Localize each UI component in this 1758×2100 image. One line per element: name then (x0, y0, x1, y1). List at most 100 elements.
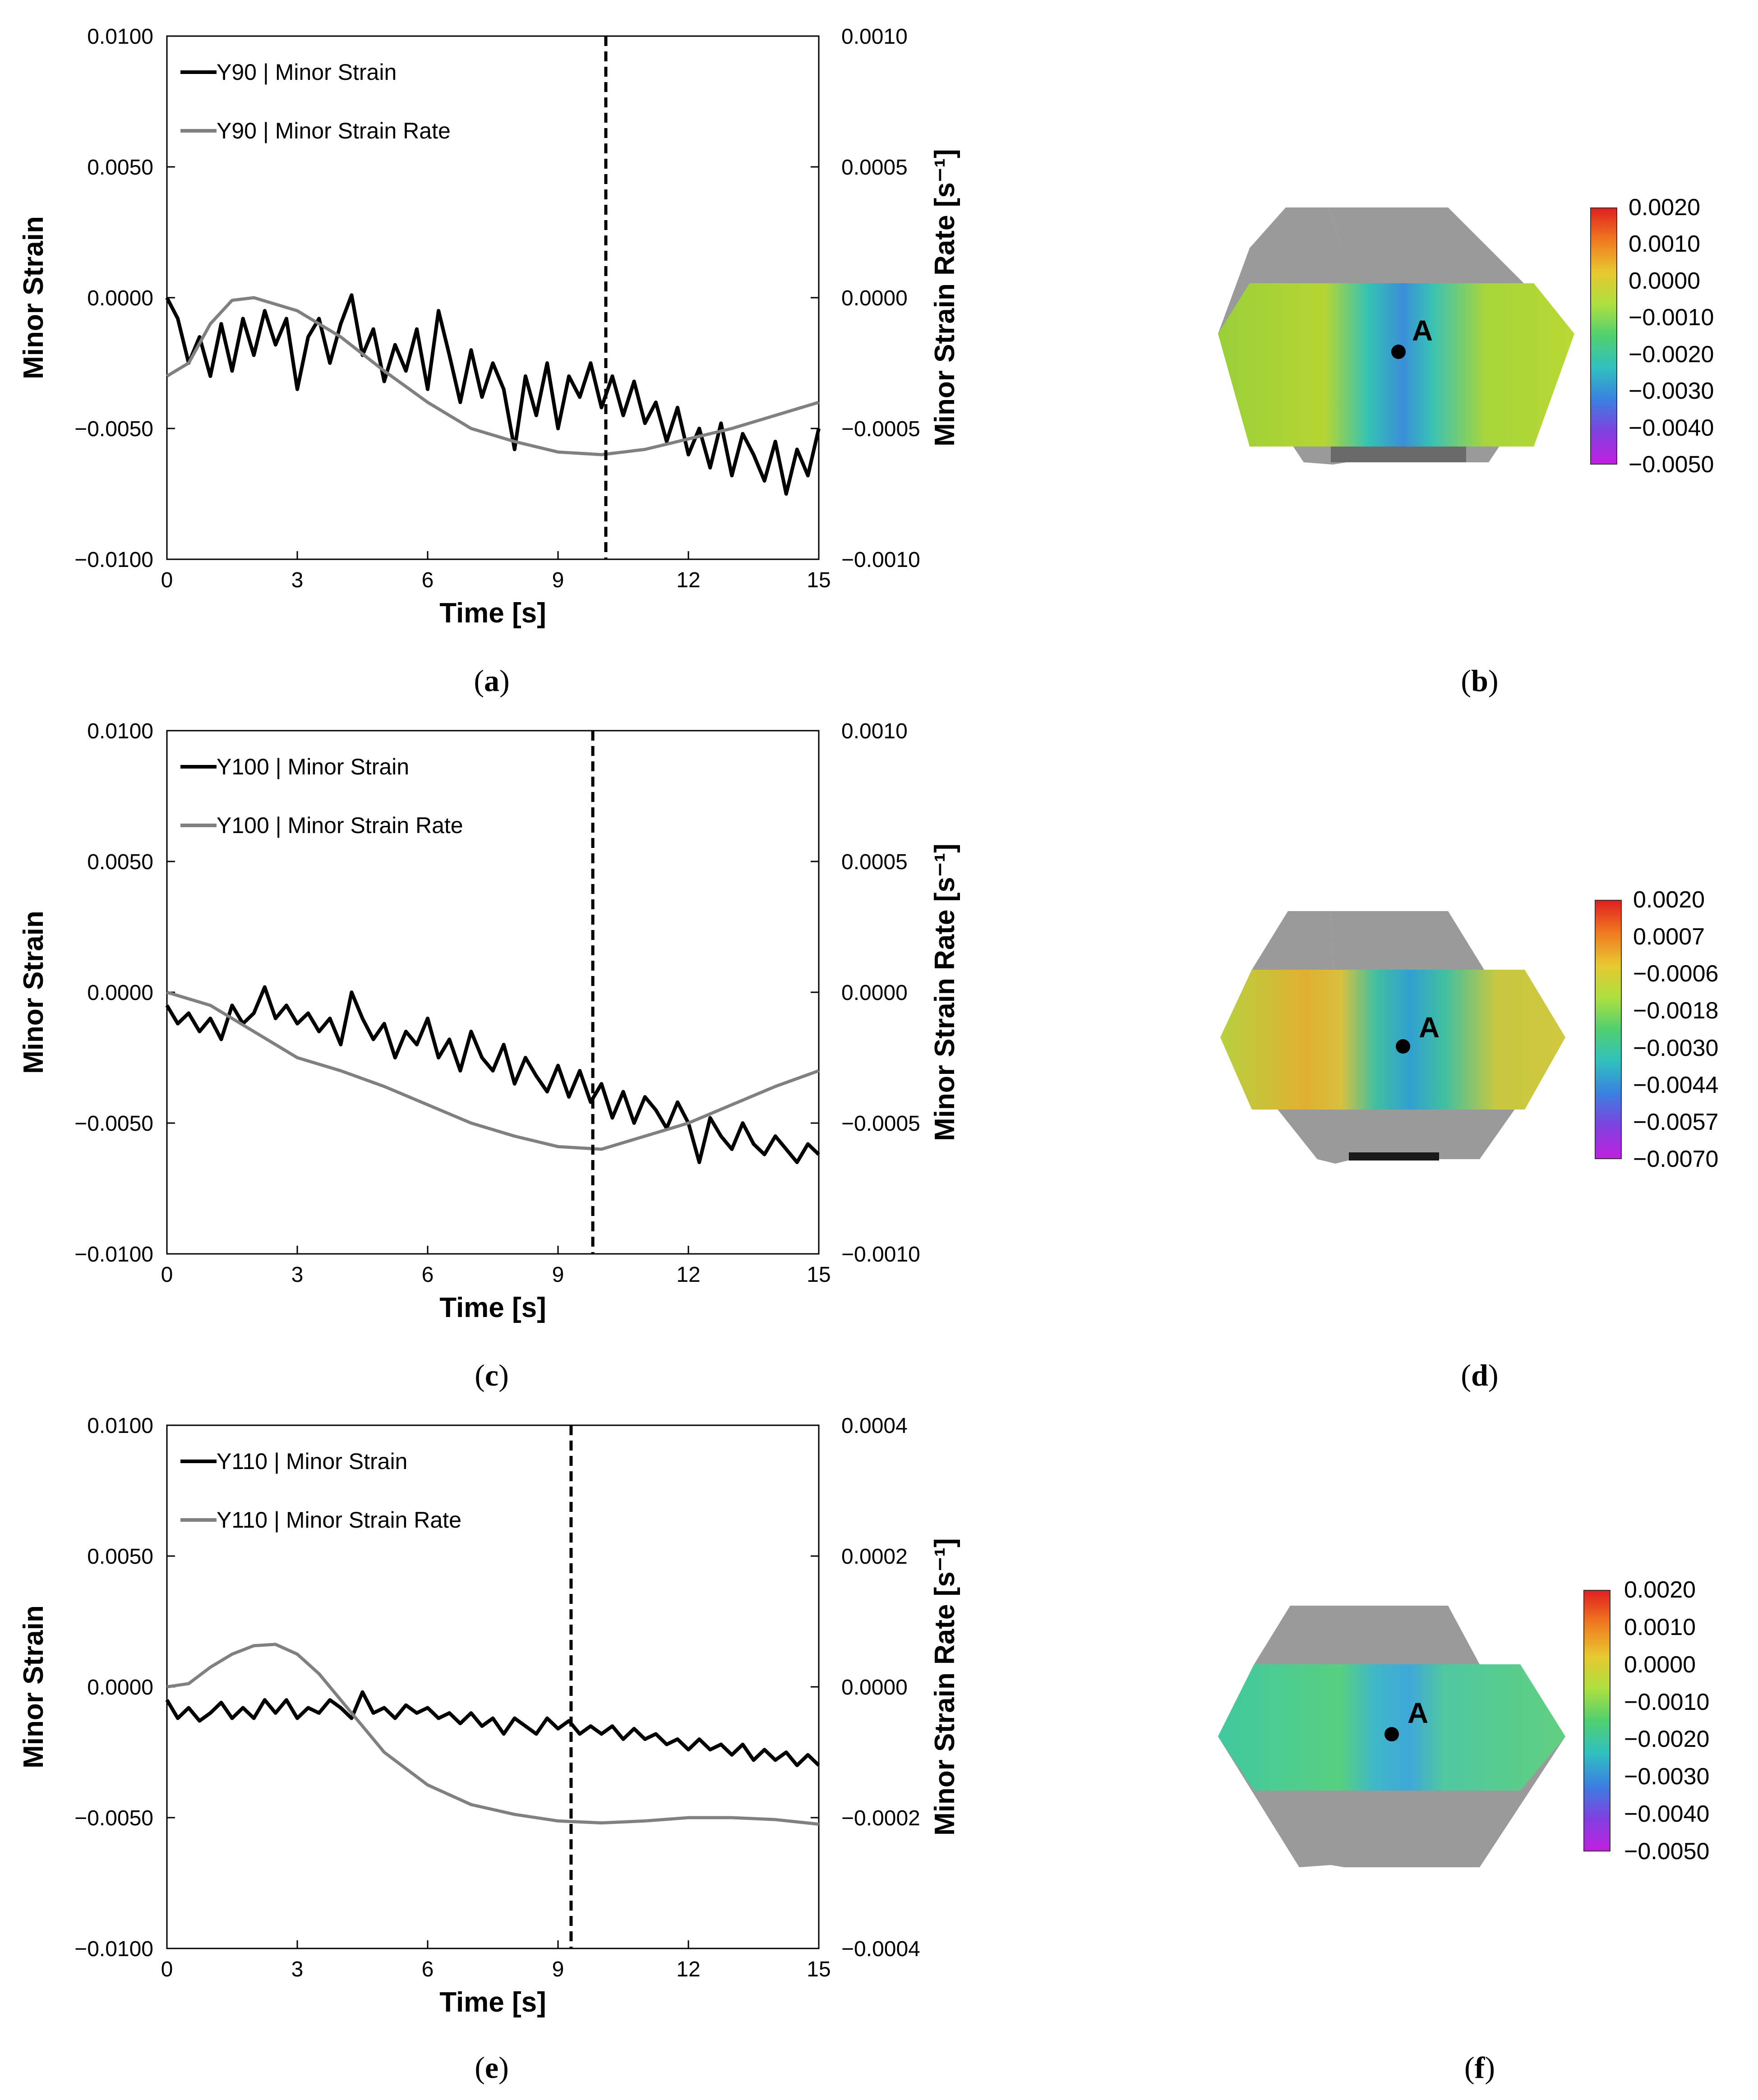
x-axis-label: Time [s] (439, 598, 546, 629)
plot-frame-a (166, 35, 820, 560)
y-tick-label: −0.0050 (74, 417, 153, 441)
panel-caption-f: (f) (1464, 2050, 1495, 2085)
colorbar-tick-label: 0.0007 (1633, 924, 1705, 950)
legend-entry-0: Y100 | Minor Strain (217, 754, 409, 779)
y2-tick-label: −0.0004 (841, 1937, 920, 1961)
y-axis-label: Minor Strain (18, 1605, 49, 1768)
panel-caption-c: (c) (475, 1358, 509, 1392)
y-tick-label: 0.0050 (87, 156, 153, 180)
y-tick-label: −0.0050 (74, 1806, 153, 1830)
dic-strain-map-d: A (1220, 911, 1565, 1164)
y-tick-label: 0.0000 (87, 981, 153, 1005)
colorbar-tick-label: 0.0000 (1624, 1651, 1696, 1678)
specimen-strain-band (1218, 283, 1574, 447)
y-axis-label: Minor Strain (18, 911, 49, 1074)
colorbar-b (1590, 207, 1617, 465)
y-tick-label: 0.0100 (87, 719, 153, 743)
y2-tick-label: −0.0010 (841, 1243, 920, 1266)
x-tick-label: 6 (422, 1957, 434, 1981)
y2-tick-label: 0.0010 (841, 719, 908, 743)
colorbar-tick-label: −0.0030 (1629, 378, 1714, 405)
colorbar-tick-label: −0.0040 (1624, 1801, 1710, 1828)
colorbar-f (1583, 1590, 1610, 1851)
colorbar-tick-label: 0.0020 (1633, 887, 1705, 913)
y2-tick-label: 0.0000 (841, 286, 908, 310)
colorbar-tick-label: 0.0010 (1624, 1614, 1696, 1640)
y-tick-label: 0.0100 (87, 25, 153, 49)
series-line-1 (166, 1643, 819, 1826)
panel-caption-e: (e) (475, 2050, 509, 2085)
y-tick-label: 0.0000 (87, 1676, 153, 1699)
y2-tick-label: −0.0010 (841, 548, 920, 572)
dic-strain-map-f: A (1218, 1606, 1565, 1867)
x-tick-label: 9 (552, 1263, 564, 1287)
y2-tick-label: 0.0000 (841, 1676, 908, 1699)
x-tick-label: 12 (676, 568, 700, 592)
y2-axis-label: Minor Strain Rate [s⁻¹] (929, 1538, 960, 1836)
y2-axis-label: Minor Strain Rate [s⁻¹] (929, 843, 960, 1141)
svg-text:A: A (1407, 1697, 1428, 1729)
y2-tick-label: 0.0005 (841, 850, 908, 874)
y-tick-label: −0.0100 (74, 1243, 153, 1266)
y-tick-label: 0.0050 (87, 850, 153, 874)
x-axis-label: Time [s] (439, 1292, 546, 1323)
legend-entry-1: Y90 | Minor Strain Rate (217, 118, 451, 143)
point-a-label: A (1412, 314, 1433, 347)
y2-tick-label: 0.0000 (841, 981, 908, 1005)
y2-tick-label: 0.0005 (841, 156, 908, 180)
colorbar-tick-label: 0.0000 (1629, 267, 1701, 294)
series-line-0 (165, 1690, 820, 1767)
legend-entry-1: Y100 | Minor Strain Rate (217, 813, 463, 838)
y-tick-label: 0.0050 (87, 1545, 153, 1569)
panel-caption-a: (a) (474, 663, 510, 698)
x-tick-label: 9 (552, 568, 564, 592)
x-tick-label: 6 (422, 568, 434, 592)
x-tick-label: 3 (291, 1957, 304, 1981)
colorbar-tick-label: 0.0020 (1629, 194, 1701, 221)
y-axis-label: Minor Strain (18, 216, 49, 379)
y2-tick-label: 0.0002 (841, 1545, 908, 1569)
series-line-1 (166, 990, 820, 1151)
svg-text:A: A (1419, 1011, 1440, 1044)
y2-tick-label: −0.0005 (841, 417, 920, 441)
series-line-0 (165, 293, 821, 496)
x-tick-label: 0 (161, 1263, 173, 1287)
colorbar-tick-label: −0.0050 (1624, 1838, 1710, 1865)
x-tick-label: 12 (676, 1957, 700, 1981)
dic-strain-map-b: A (1218, 207, 1574, 465)
colorbar-tick-label: −0.0010 (1629, 304, 1714, 331)
point-a-marker (1391, 345, 1406, 359)
panel-caption-b: (b) (1461, 663, 1499, 698)
colorbar-tick-label: −0.0030 (1633, 1035, 1719, 1061)
colorbar-tick-label: −0.0010 (1624, 1689, 1710, 1715)
x-tick-label: 15 (807, 1263, 831, 1287)
y2-tick-label: −0.0002 (841, 1806, 920, 1830)
colorbar-tick-label: −0.0030 (1624, 1764, 1710, 1790)
y-tick-label: 0.0100 (87, 1414, 153, 1438)
legend-entry-1: Y110 | Minor Strain Rate (217, 1507, 461, 1533)
x-tick-label: 0 (161, 1957, 173, 1981)
x-tick-label: 3 (291, 1263, 304, 1287)
x-tick-label: 3 (291, 568, 304, 592)
y2-tick-label: 0.0010 (841, 25, 908, 49)
colorbar-tick-label: −0.0044 (1633, 1072, 1719, 1098)
x-tick-label: 15 (807, 1957, 831, 1981)
x-tick-label: 9 (552, 1957, 564, 1981)
x-tick-label: 6 (422, 1263, 434, 1287)
y2-axis-label: Minor Strain Rate [s⁻¹] (929, 149, 960, 447)
colorbar-tick-label: 0.0010 (1629, 231, 1701, 258)
y-tick-label: −0.0050 (74, 1112, 153, 1136)
y2-tick-label: 0.0004 (841, 1414, 908, 1438)
specimen-gray-region (1329, 207, 1489, 248)
plot-frame-e (166, 1424, 820, 1949)
y-tick-label: −0.0100 (74, 1937, 153, 1961)
y-tick-label: −0.0100 (74, 548, 153, 572)
colorbar-tick-label: −0.0020 (1624, 1726, 1710, 1753)
colorbar-tick-label: 0.0020 (1624, 1577, 1696, 1603)
colorbar-tick-label: −0.0006 (1633, 961, 1719, 987)
legend-entry-0: Y90 | Minor Strain (217, 60, 397, 85)
colorbar-tick-label: −0.0040 (1629, 414, 1714, 441)
legend-entry-0: Y110 | Minor Strain (217, 1449, 407, 1474)
series-line-1 (166, 296, 820, 456)
